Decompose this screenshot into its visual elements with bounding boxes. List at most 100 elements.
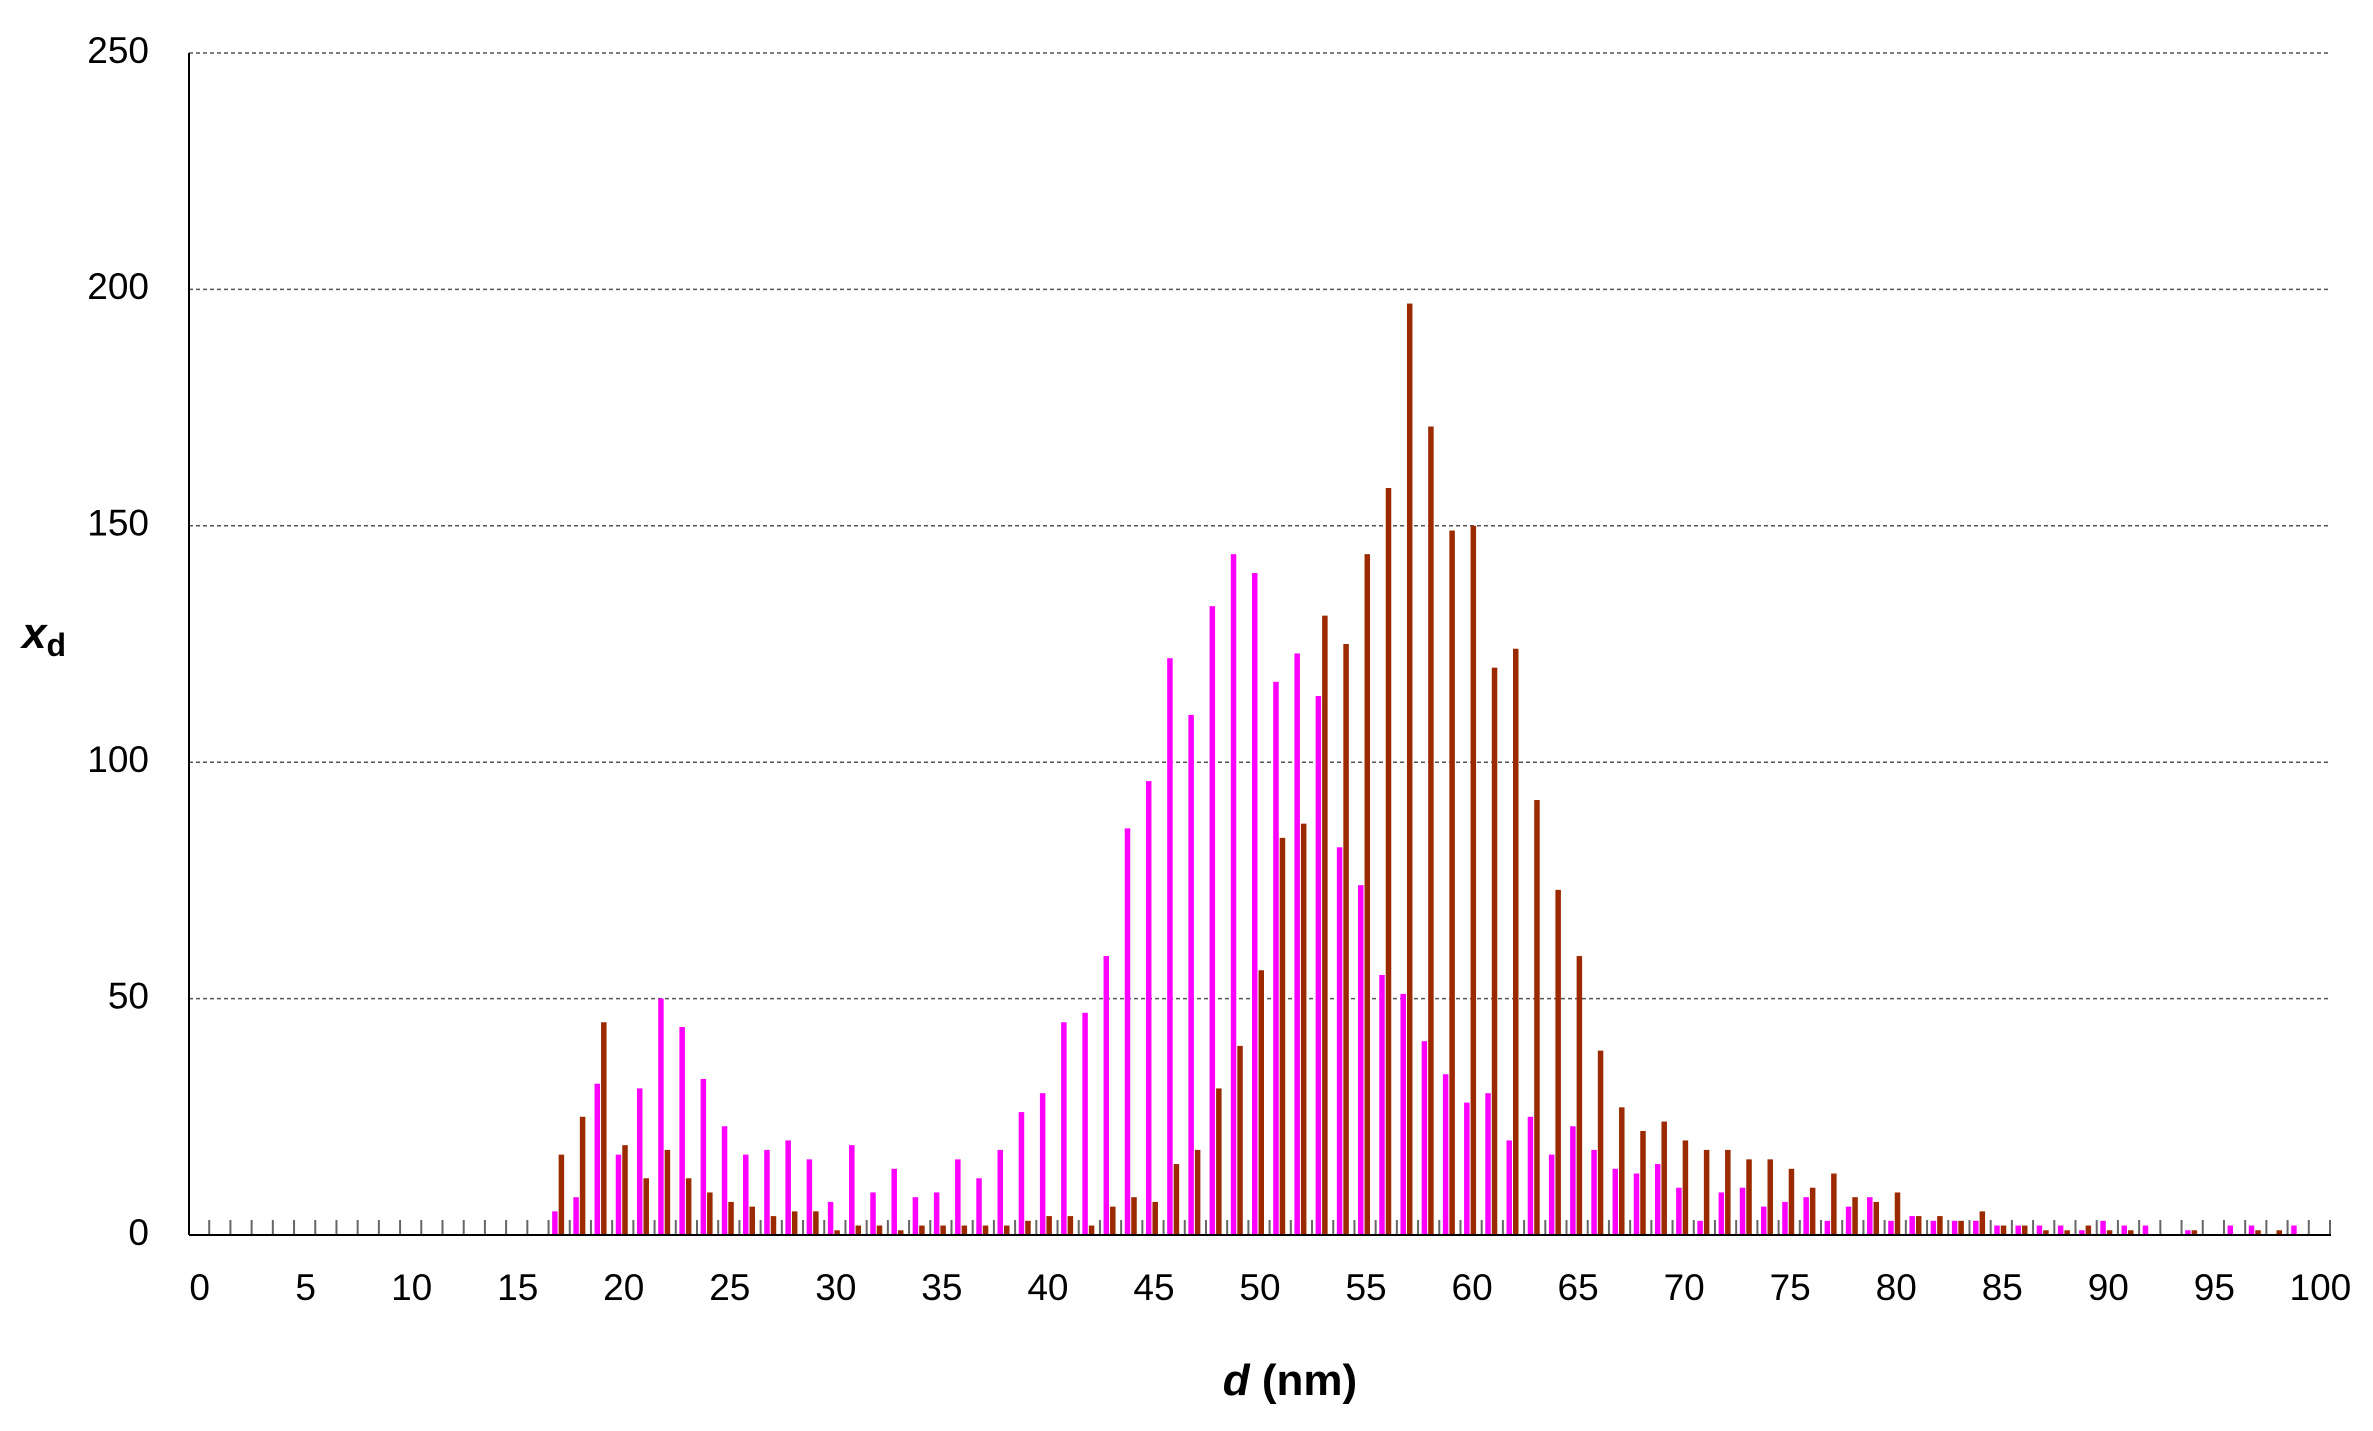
- bar: [1216, 1088, 1222, 1235]
- bar: [1279, 837, 1286, 1235]
- bar: [1739, 1187, 1746, 1235]
- bar: [961, 1225, 968, 1235]
- bar: [1930, 1220, 1937, 1235]
- x-tick-label: 90: [2088, 1267, 2129, 1308]
- bar: [2121, 1225, 2128, 1235]
- bar: [1470, 525, 1477, 1235]
- bar: [1555, 889, 1561, 1235]
- bar: [2291, 1225, 2297, 1235]
- bar: [2064, 1230, 2070, 1235]
- x-tick-label: 95: [2194, 1267, 2235, 1308]
- x-tick-label: 55: [1345, 1267, 1386, 1308]
- bar: [1379, 974, 1385, 1235]
- bar: [1760, 1206, 1767, 1235]
- bar: [2021, 1225, 2028, 1235]
- bar: [1167, 658, 1173, 1235]
- x-axis-title: d (nm): [1223, 1356, 1357, 1405]
- bar: [1061, 1022, 1067, 1235]
- bar: [933, 1192, 940, 1235]
- bar: [1888, 1220, 1894, 1235]
- bar: [1682, 1140, 1689, 1235]
- bar: [770, 1216, 777, 1235]
- bar: [1025, 1220, 1031, 1235]
- bar: [1915, 1216, 1922, 1235]
- x-tick-label: 30: [815, 1267, 856, 1308]
- bar: [1194, 1149, 1201, 1235]
- bar: [1385, 487, 1392, 1235]
- bar: [2079, 1230, 2085, 1235]
- bar: [558, 1154, 565, 1235]
- bar: [1491, 667, 1498, 1235]
- bar: [2248, 1225, 2255, 1235]
- bar: [1633, 1173, 1640, 1235]
- bar: [2057, 1225, 2064, 1235]
- bar: [855, 1225, 862, 1235]
- x-tick-label: 25: [709, 1267, 750, 1308]
- bar: [601, 1022, 607, 1235]
- x-tick-label: 85: [1982, 1267, 2023, 1308]
- bar: [2142, 1225, 2149, 1235]
- bar: [1082, 1012, 1088, 1235]
- x-tick-label: 45: [1133, 1267, 1174, 1308]
- bar: [919, 1225, 925, 1235]
- bar: [573, 1197, 579, 1235]
- y-axis-title: xd: [20, 609, 66, 664]
- bar: [955, 1159, 961, 1235]
- bar: [1485, 1093, 1491, 1235]
- bar: [1951, 1220, 1958, 1235]
- bar: [870, 1192, 876, 1235]
- bar: [2100, 1220, 2106, 1235]
- bar: [791, 1211, 798, 1235]
- bar: [552, 1211, 558, 1235]
- bar: [615, 1154, 622, 1235]
- bar: [1315, 696, 1322, 1235]
- bar: [827, 1201, 834, 1235]
- x-tick-label: 5: [295, 1267, 316, 1308]
- bar: [1428, 426, 1434, 1236]
- bar: [1088, 1225, 1095, 1235]
- bar: [1300, 823, 1307, 1235]
- bar: [1845, 1206, 1852, 1235]
- bar: [658, 998, 664, 1235]
- bar: [1788, 1168, 1795, 1235]
- bar: [1527, 1116, 1534, 1235]
- bar: [1018, 1112, 1025, 1235]
- bar: [1803, 1197, 1809, 1235]
- bar: [1718, 1192, 1725, 1235]
- bar: [1958, 1220, 1964, 1235]
- bar: [1894, 1192, 1901, 1235]
- bar: [707, 1192, 713, 1235]
- bar: [1294, 653, 1300, 1235]
- bar: [1697, 1220, 1703, 1235]
- bar: [1131, 1197, 1137, 1235]
- x-axis-unit: (nm): [1262, 1356, 1357, 1405]
- bar: [1746, 1159, 1752, 1235]
- bar: [1809, 1187, 1816, 1235]
- bar: [1640, 1130, 1646, 1235]
- bar: [849, 1145, 855, 1235]
- bar: [1464, 1102, 1470, 1235]
- bar: [2128, 1230, 2134, 1235]
- bar: [1152, 1201, 1158, 1235]
- bar: [1570, 1126, 1576, 1235]
- bar: [1110, 1206, 1116, 1235]
- y-axis-symbol: x: [20, 609, 48, 658]
- bar: [721, 1126, 728, 1235]
- y-tick-label: 250: [87, 30, 149, 71]
- bar: [1039, 1093, 1046, 1235]
- bar: [2227, 1225, 2234, 1235]
- bar: [636, 1088, 643, 1235]
- bar: [1421, 1041, 1428, 1235]
- bar: [2191, 1230, 2198, 1235]
- x-tick-label: 35: [921, 1267, 962, 1308]
- bar: [1512, 648, 1519, 1235]
- bar: [764, 1149, 770, 1235]
- bar: [1979, 1211, 1986, 1235]
- bar: [1661, 1121, 1667, 1235]
- bar: [1973, 1220, 1979, 1235]
- bar: [700, 1078, 707, 1235]
- bar: [1273, 681, 1279, 1235]
- bar: [997, 1149, 1004, 1235]
- x-tick-label: 75: [1770, 1267, 1811, 1308]
